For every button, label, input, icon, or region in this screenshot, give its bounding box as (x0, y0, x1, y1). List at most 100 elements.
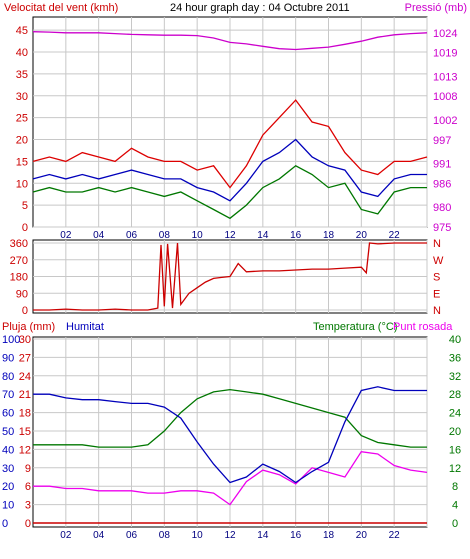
temperature-tick-label: 0 (452, 518, 458, 530)
panel-3-series (33, 386, 428, 524)
rain-tick-label: 27 (19, 352, 31, 364)
wind-tick-label: 0 (22, 222, 28, 234)
wind-axis-label: Velocitat del vent (kmh) (4, 2, 118, 14)
dewpoint-axis-label: Punt rosada (393, 321, 453, 333)
temperature-tick-label: 32 (449, 371, 461, 383)
humidity-ticks: 0 10 20 30 40 50 60 70 80 90 100 (2, 334, 20, 530)
wind-tick-label: 30 (16, 91, 28, 103)
pressure-tick-label: 980 (433, 202, 451, 214)
hour-tick-label: 12 (224, 530, 236, 541)
direction-degree-label: 0 (22, 305, 28, 317)
rain-tick-label: 9 (25, 463, 31, 475)
wind-tick-label: 5 (22, 200, 28, 212)
hour-tick-label: 04 (93, 530, 105, 541)
hour-tick-label: 22 (389, 230, 401, 241)
panel-1-x-ticks: 02 04 06 08 10 12 14 16 18 20 22 (60, 230, 400, 241)
compass-point-label: S (433, 272, 440, 284)
compass-point-label: W (433, 255, 444, 267)
hour-tick-label: 06 (126, 230, 138, 241)
wind-gust-line (32, 99, 428, 189)
panel-3-grid (33, 337, 428, 527)
rain-tick-label: 0 (25, 518, 31, 530)
rain-tick-label: 21 (19, 389, 31, 401)
temperature-tick-label: 40 (449, 334, 461, 346)
humidity-tick-label: 0 (2, 518, 8, 530)
compass-point-label: E (433, 288, 440, 300)
hour-tick-label: 12 (224, 230, 236, 241)
wind-tick-label: 15 (16, 156, 28, 168)
direction-degree-label: 270 (10, 255, 28, 267)
temperature-tick-label: 36 (449, 352, 461, 364)
hour-tick-label: 16 (290, 530, 302, 541)
humidity-tick-label: 60 (2, 408, 14, 420)
rain-tick-label: 30 (19, 334, 31, 346)
hour-tick-label: 08 (159, 230, 171, 241)
panel-1-series (32, 31, 428, 220)
pressure-tick-label: 986 (433, 178, 451, 190)
pressure-ticks: 975 980 986 991 997 1002 1008 1013 1019 1024 (433, 28, 457, 234)
pressure-line (32, 31, 428, 51)
wind-average-line (32, 138, 427, 202)
hour-tick-label: 02 (60, 530, 72, 541)
hour-tick-label: 04 (93, 230, 105, 241)
panel-2-series (33, 242, 427, 311)
temperature-tick-label: 4 (452, 500, 458, 512)
hour-tick-label: 18 (323, 530, 335, 541)
rain-tick-label: 6 (25, 481, 31, 493)
compass-point-label: N (433, 305, 441, 317)
pressure-tick-label: 991 (433, 159, 451, 171)
humidity-tick-label: 10 (2, 500, 14, 512)
humidity-tick-label: 70 (2, 389, 14, 401)
wind-min-line (32, 165, 427, 220)
wind-direction-degree-ticks: 0 90 180 270 360 (10, 238, 28, 317)
humidity-tick-label: 50 (2, 426, 14, 438)
humidity-axis-label: Humitat (66, 321, 104, 333)
temperature-tick-label: 20 (449, 426, 461, 438)
wind-tick-label: 25 (16, 113, 28, 125)
pressure-tick-label: 1002 (433, 115, 457, 127)
humidity-tick-label: 100 (2, 334, 20, 346)
wind-speed-ticks: 0 5 10 15 20 25 30 35 40 45 (16, 25, 28, 234)
hour-tick-label: 14 (257, 530, 269, 541)
pressure-tick-label: 997 (433, 135, 451, 147)
temperature-tick-label: 16 (449, 444, 461, 456)
hour-tick-label: 22 (389, 530, 401, 541)
pressure-tick-label: 1013 (433, 71, 457, 83)
pressure-tick-label: 975 (433, 222, 451, 234)
hour-tick-label: 20 (356, 230, 368, 241)
temperature-axis-label: Temperatura (°C) (313, 321, 397, 333)
humidity-tick-label: 90 (2, 352, 14, 364)
pressure-tick-label: 1019 (433, 48, 457, 60)
direction-degree-label: 180 (10, 272, 28, 284)
dewpoint-line (33, 450, 428, 506)
rain-tick-label: 24 (19, 371, 31, 383)
temperature-line (33, 388, 427, 448)
hour-tick-label: 02 (60, 230, 72, 241)
temperature-tick-label: 24 (449, 408, 461, 420)
humidity-tick-label: 80 (2, 371, 14, 383)
direction-degree-label: 360 (10, 238, 28, 250)
hour-tick-label: 10 (192, 230, 204, 241)
humidity-tick-label: 20 (2, 481, 14, 493)
pressure-tick-label: 1024 (433, 28, 457, 40)
hour-tick-label: 10 (192, 530, 204, 541)
temperature-tick-label: 28 (449, 389, 461, 401)
humidity-tick-label: 40 (2, 444, 14, 456)
rain-tick-label: 15 (19, 426, 31, 438)
direction-degree-label: 90 (16, 288, 28, 300)
wind-tick-label: 40 (16, 47, 28, 59)
rain-axis-label: Pluja (mm) (2, 321, 55, 333)
hour-tick-label: 16 (290, 230, 302, 241)
temperature-tick-label: 12 (449, 463, 461, 475)
pressure-tick-label: 1008 (433, 91, 457, 103)
humidity-tick-label: 30 (2, 463, 14, 475)
hour-tick-label: 14 (257, 230, 269, 241)
hour-tick-label: 06 (126, 530, 138, 541)
hour-tick-label: 08 (159, 530, 171, 541)
hour-tick-label: 18 (323, 230, 335, 241)
